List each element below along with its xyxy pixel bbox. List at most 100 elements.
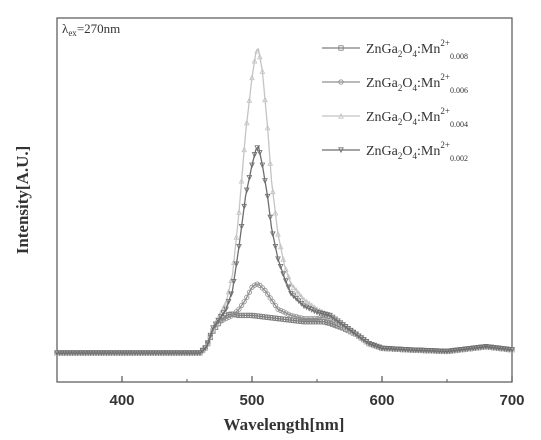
- series-marker: [269, 188, 276, 195]
- series-marker: [272, 302, 278, 309]
- series-marker: [280, 256, 287, 262]
- series-marker: [470, 345, 476, 352]
- legend-label: ZnGa2O4:Mn2+0.004: [366, 106, 468, 129]
- series-marker: [228, 291, 235, 298]
- series-marker: [285, 284, 292, 291]
- legend-label: ZnGa2O4:Mn2+0.006: [366, 72, 468, 95]
- series-marker: [296, 314, 302, 320]
- series-layer: [54, 47, 515, 357]
- legend-marker: [338, 147, 344, 154]
- series-marker: [457, 347, 463, 353]
- series-marker: [288, 312, 294, 319]
- series-marker: [251, 313, 258, 319]
- series-marker: [233, 234, 240, 240]
- series-marker: [275, 256, 281, 263]
- series-marker: [509, 347, 515, 353]
- series-marker: [280, 271, 287, 278]
- series-marker: [295, 290, 302, 297]
- series-marker: [480, 344, 487, 351]
- series-marker: [449, 348, 456, 354]
- series-marker: [223, 315, 229, 322]
- series-marker: [223, 299, 229, 306]
- series-marker: [314, 319, 320, 325]
- series-marker: [264, 124, 271, 131]
- series-marker: [236, 306, 242, 312]
- plot-frame: [56, 17, 513, 383]
- series-marker: [285, 311, 291, 317]
- series-marker: [259, 68, 266, 74]
- series-marker: [246, 175, 253, 181]
- legend-entry: ZnGa2O4:Mn2+0.004: [322, 106, 468, 129]
- series-marker: [256, 150, 263, 156]
- series-marker: [207, 332, 214, 339]
- series-marker: [267, 295, 273, 301]
- series-marker: [454, 347, 461, 354]
- series-marker: [256, 53, 263, 60]
- series-marker: [241, 312, 247, 319]
- legend-marker: [338, 45, 344, 51]
- series-marker: [259, 162, 266, 169]
- series-marker: [477, 344, 484, 351]
- series-marker: [272, 243, 279, 250]
- series-marker: [238, 223, 245, 230]
- series-marker: [246, 312, 252, 319]
- series-marker: [472, 345, 479, 352]
- series-marker: [249, 74, 255, 81]
- series-marker: [241, 146, 248, 153]
- series-marker: [464, 346, 471, 353]
- series-marker: [249, 162, 255, 169]
- series-marker: [459, 346, 466, 353]
- series-marker: [236, 209, 242, 215]
- series-line: [57, 47, 513, 354]
- series-marker: [264, 314, 271, 320]
- series-marker: [275, 306, 281, 312]
- series-marker: [309, 315, 315, 322]
- legend-entry: ZnGa2O4:Mn2+0.002: [322, 140, 468, 163]
- series-marker: [220, 310, 227, 317]
- series-marker: [306, 319, 312, 325]
- series-marker: [280, 316, 286, 322]
- series-marker: [254, 313, 260, 319]
- series-marker: [215, 317, 222, 324]
- series-marker: [282, 278, 289, 285]
- series-marker: [243, 119, 250, 126]
- series-marker: [239, 302, 245, 309]
- series-marker: [254, 145, 261, 152]
- series-marker: [202, 345, 209, 352]
- series-marker: [238, 312, 245, 319]
- series-marker: [296, 318, 302, 324]
- series-marker: [309, 319, 315, 325]
- series-marker: [303, 319, 310, 325]
- series-marker: [254, 281, 260, 287]
- series-marker: [314, 315, 320, 322]
- series-marker: [233, 312, 239, 318]
- legend: ZnGa2O4:Mn2+0.008 ZnGa2O4:Mn2+0.006 ZnGa2O…: [322, 38, 468, 163]
- series-marker: [197, 350, 203, 357]
- series-marker: [467, 346, 474, 352]
- series-marker: [283, 310, 289, 316]
- series-marker: [262, 287, 268, 293]
- series-1: [54, 311, 515, 356]
- series-marker: [275, 230, 281, 237]
- legend-entry: ZnGa2O4:Mn2+0.006: [322, 72, 468, 95]
- series-marker: [475, 345, 482, 351]
- series-marker: [257, 313, 263, 319]
- series-2: [54, 281, 515, 356]
- series-4: [54, 144, 515, 357]
- series-marker: [223, 306, 229, 313]
- legend-label: ZnGa2O4:Mn2+0.008: [366, 38, 468, 61]
- series-marker: [212, 321, 219, 328]
- series-marker: [277, 243, 284, 250]
- series-marker: [277, 316, 284, 322]
- series-marker: [226, 314, 232, 320]
- series-marker: [225, 299, 232, 305]
- series-marker: [270, 299, 276, 305]
- series-marker: [267, 160, 274, 166]
- series-marker: [462, 346, 469, 353]
- series-marker: [251, 57, 258, 64]
- x-tick-label: 700: [499, 392, 524, 409]
- series-marker: [301, 296, 307, 303]
- series-marker: [306, 300, 313, 307]
- series-marker: [199, 347, 206, 354]
